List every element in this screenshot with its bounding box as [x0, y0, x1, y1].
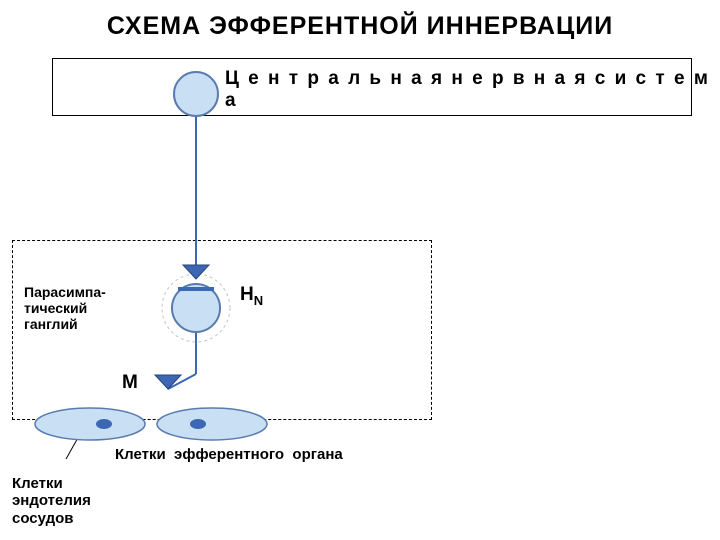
effector-cell-right	[157, 408, 267, 440]
effector-cell-left-nucleus	[96, 419, 112, 429]
effector-cell-left	[35, 408, 145, 440]
effector-cell-right-nucleus	[190, 419, 206, 429]
terminal-preganglionic	[183, 265, 209, 279]
diagram-svg	[0, 0, 720, 540]
ganglion-neuron	[172, 284, 220, 332]
cns-neuron	[174, 72, 218, 116]
terminal-m	[155, 375, 181, 389]
